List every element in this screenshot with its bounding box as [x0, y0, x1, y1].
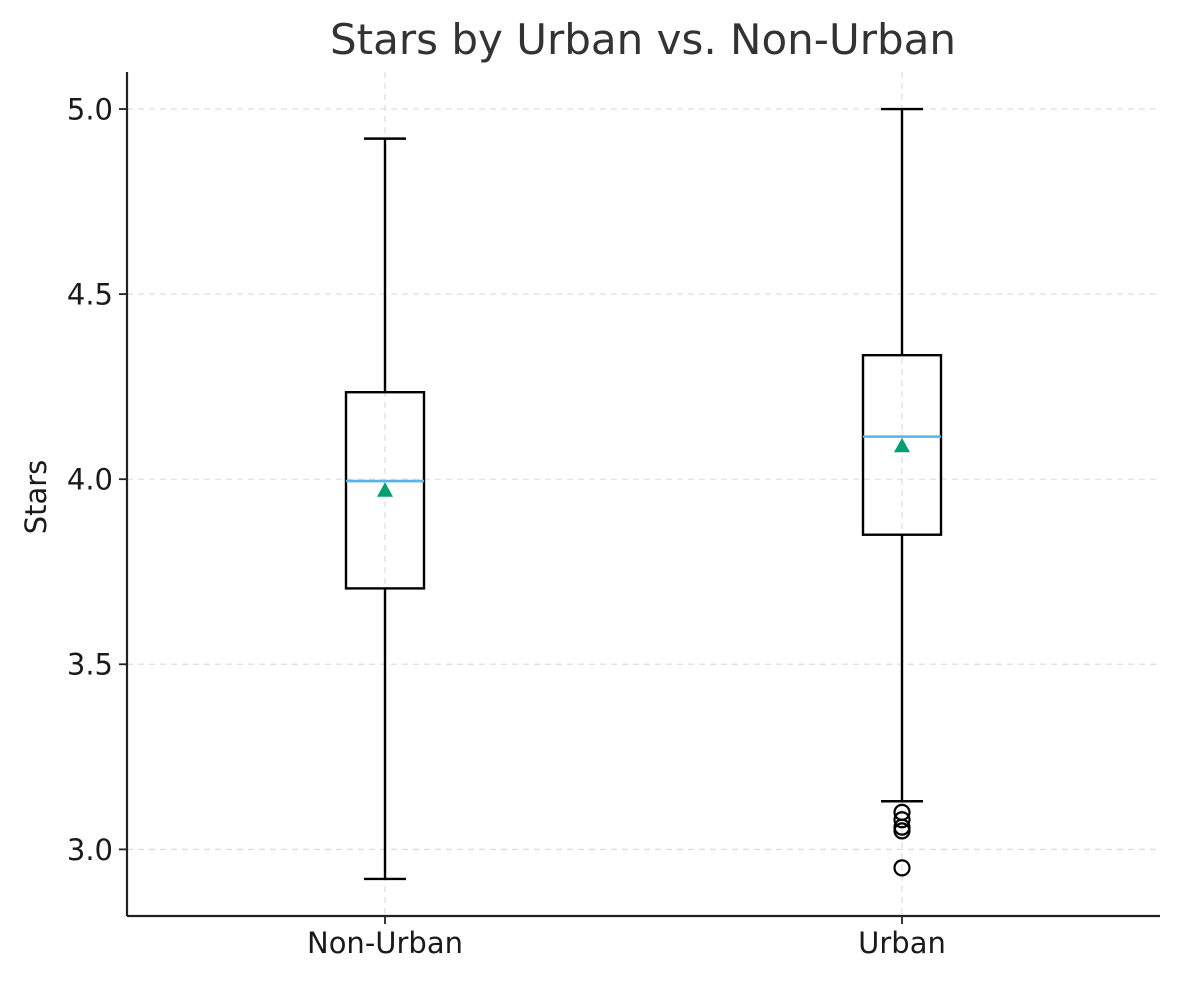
mean-marker	[377, 482, 393, 497]
y-tick-label: 4.5	[67, 278, 113, 312]
outlier-point	[893, 811, 911, 829]
box-group	[861, 107, 943, 877]
chart-title: Stars by Urban vs. Non-Urban	[330, 15, 956, 64]
grid-lines	[127, 72, 1160, 916]
axes	[119, 72, 1160, 924]
outlier-point	[893, 822, 911, 840]
x-tick-label: Non-Urban	[307, 926, 463, 960]
iqr-box	[861, 353, 943, 536]
y-axis-label: Stars	[19, 460, 53, 535]
y-tick-label: 5.0	[67, 92, 113, 126]
tick-labels: 3.0 3.5 4.0 4.5 5.0 Non-Urban Urban	[67, 92, 946, 960]
y-tick-label: 3.0	[67, 833, 113, 867]
y-tick-label: 3.5	[67, 648, 113, 682]
x-tick-label: Urban	[858, 926, 946, 960]
boxes	[344, 107, 943, 881]
y-tick-label: 4.0	[67, 463, 113, 497]
outlier-point	[893, 859, 911, 877]
mean-marker	[894, 437, 910, 453]
box-group	[344, 137, 426, 881]
iqr-box	[344, 391, 426, 590]
